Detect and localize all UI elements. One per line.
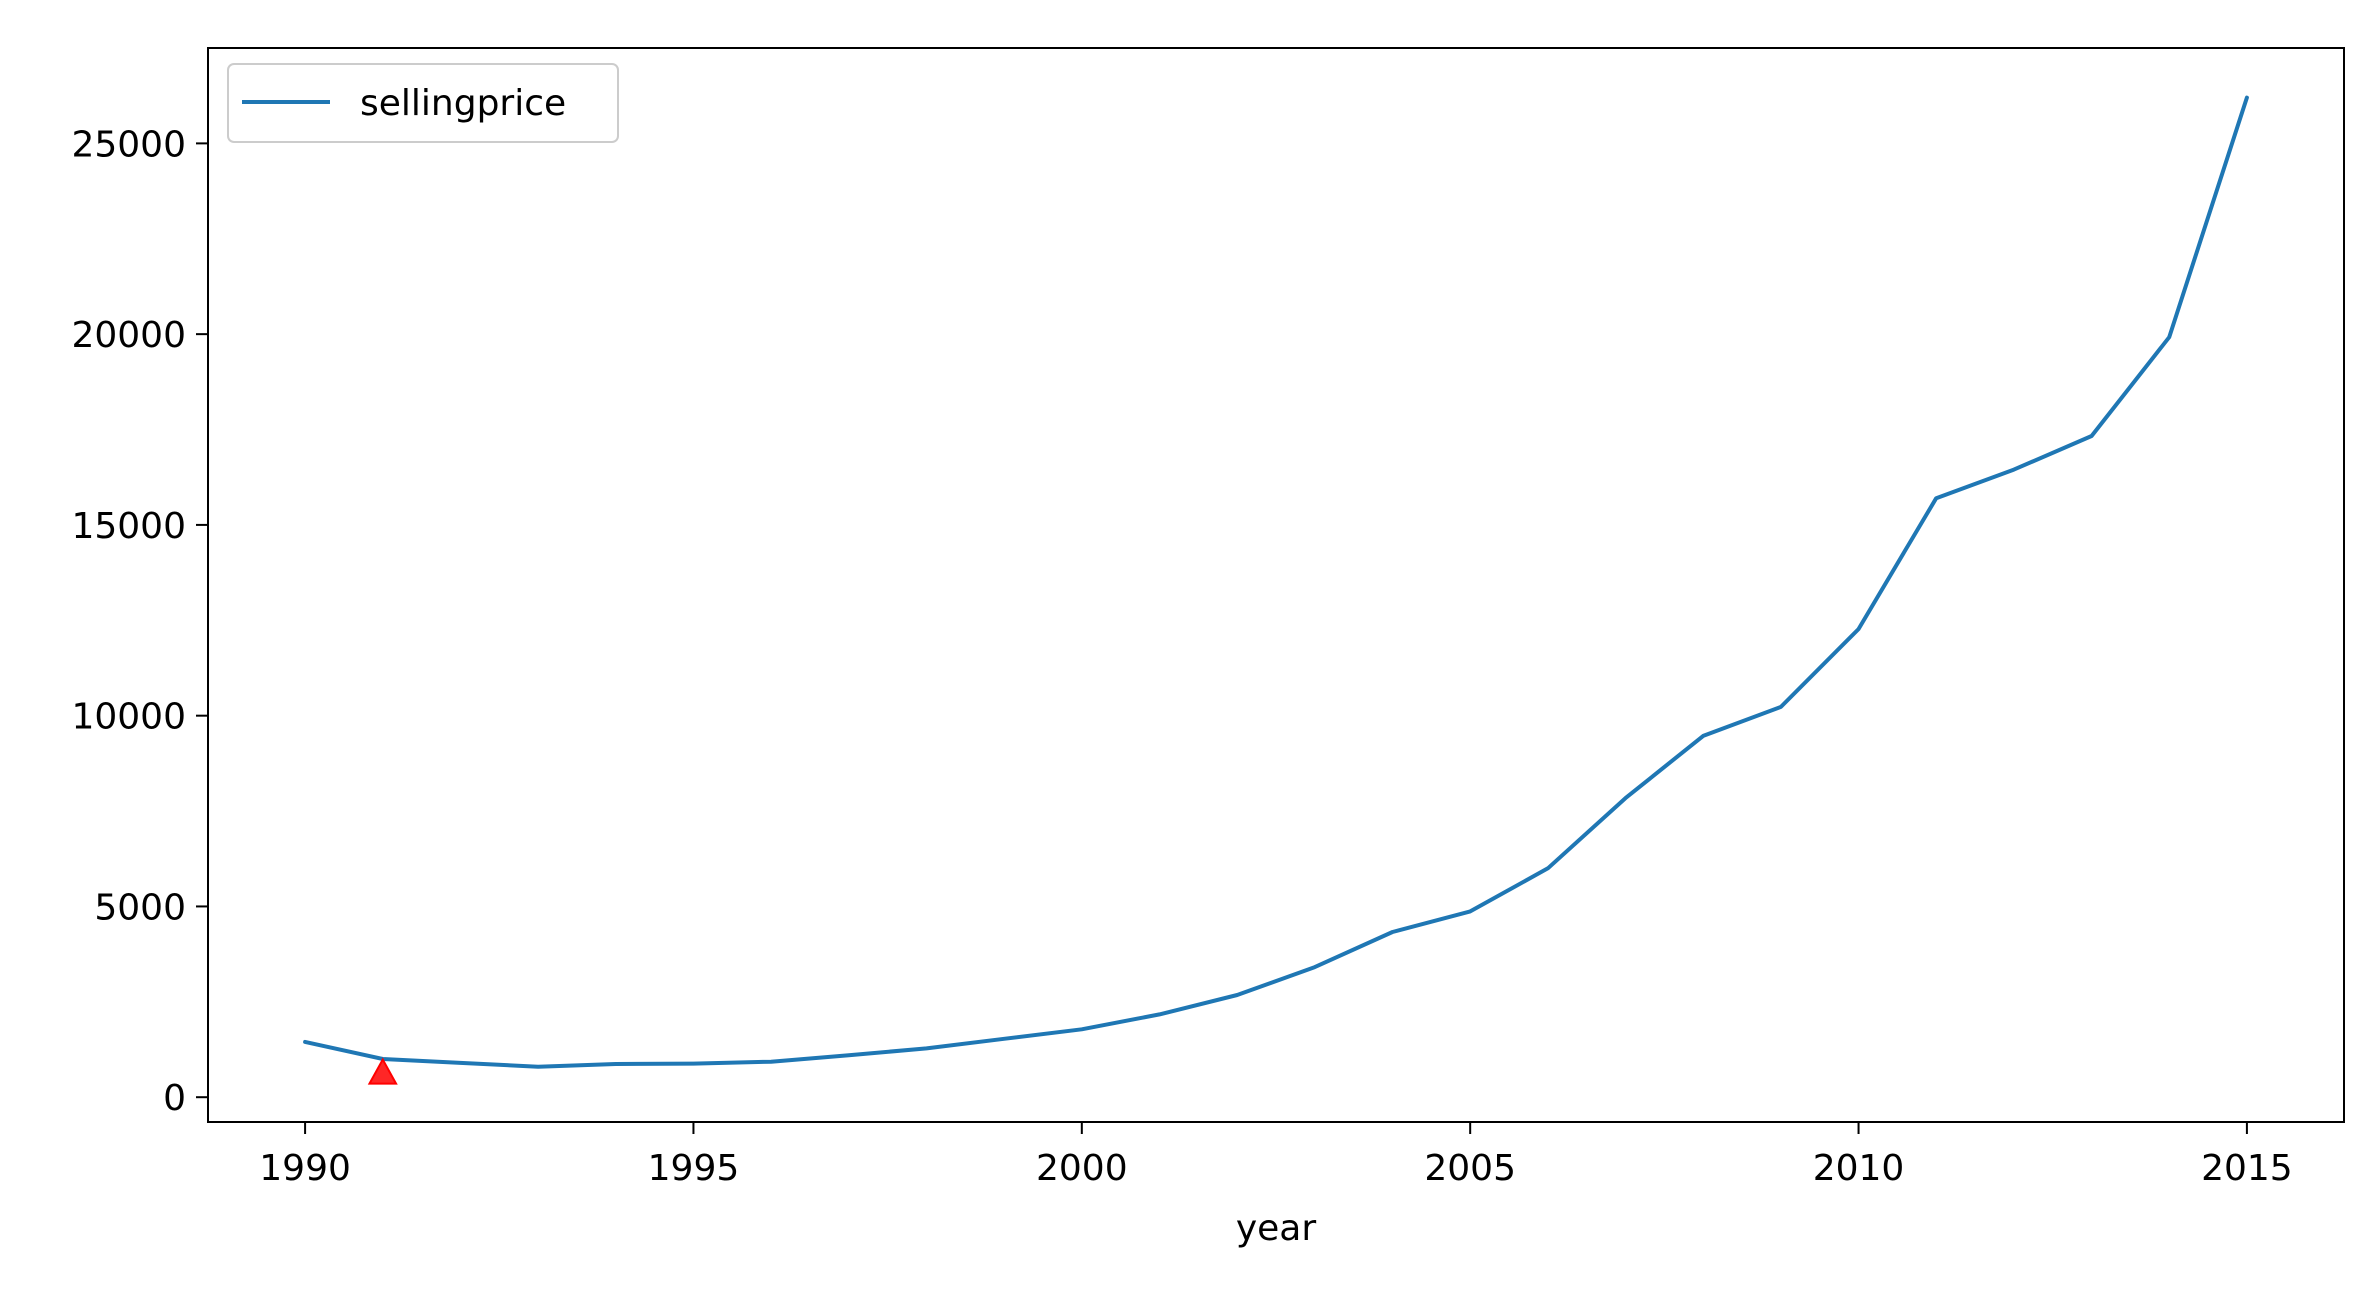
x-tick-label: 1990 — [259, 1148, 351, 1189]
y-tick-label: 15000 — [71, 506, 186, 547]
y-tick-label: 5000 — [94, 887, 186, 928]
x-tick-label: 2005 — [1424, 1148, 1516, 1189]
y-tick-label: 25000 — [71, 124, 186, 165]
y-tick-label: 10000 — [71, 697, 186, 738]
plot-area — [207, 47, 2345, 1123]
series-group — [303, 95, 2249, 1069]
y-tick-label: 0 — [163, 1078, 186, 1119]
series-line-sellingprice — [303, 95, 2249, 1069]
x-axis-label: year — [1236, 1208, 1317, 1249]
x-tick-label: 2010 — [1813, 1148, 1905, 1189]
legend-box — [227, 63, 619, 143]
x-axis-ticks: 1990 1995 2000 2005 2010 2015 — [259, 1122, 2293, 1189]
x-tick-label: 2000 — [1036, 1148, 1128, 1189]
triangle-marker — [367, 1057, 398, 1085]
y-tick-label: 20000 — [71, 315, 186, 356]
legend: sellingprice — [227, 63, 619, 143]
annotation-group — [367, 1057, 398, 1085]
legend-label-sellingprice: sellingprice — [360, 83, 566, 124]
x-tick-label: 1995 — [648, 1148, 740, 1189]
plot-frame — [207, 47, 2345, 1123]
x-tick-label: 2015 — [2201, 1148, 2293, 1189]
y-axis-ticks: 0 5000 10000 15000 20000 25000 — [71, 124, 208, 1119]
